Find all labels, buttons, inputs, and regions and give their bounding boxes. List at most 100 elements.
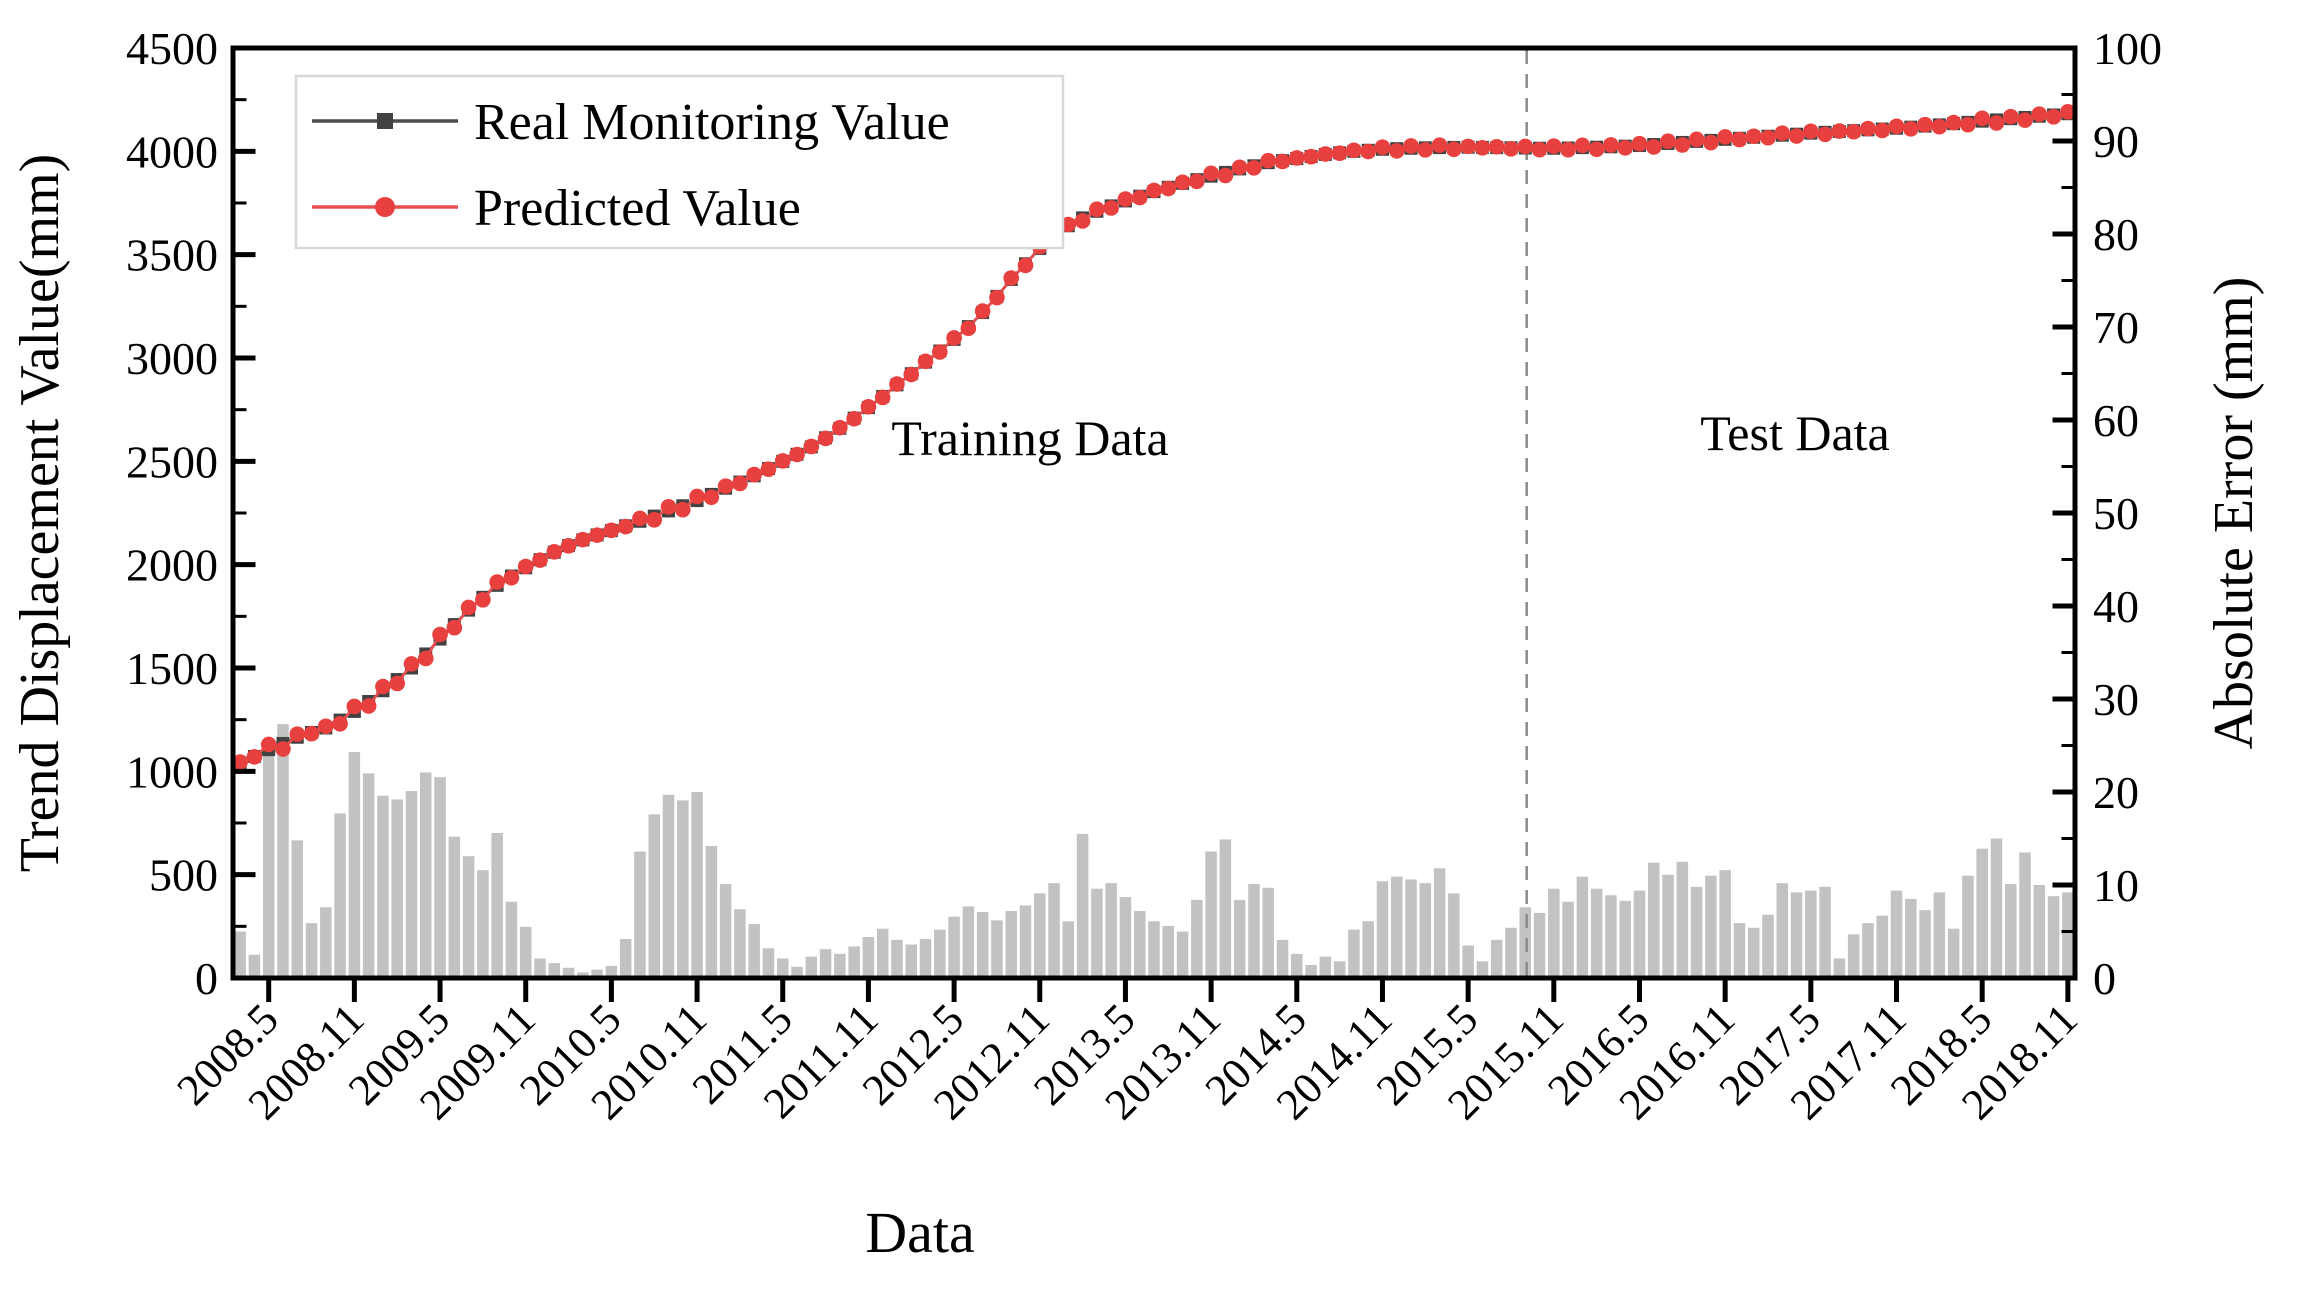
- error-bar: [462, 856, 475, 978]
- predicted-marker: [817, 430, 834, 447]
- legend-predicted-label: Predicted Value: [474, 180, 801, 237]
- error-bar: [377, 795, 389, 978]
- error-bar: [1333, 961, 1346, 978]
- error-bar: [562, 967, 575, 978]
- error-bar: [2019, 852, 2031, 978]
- y-right-tick-label: 90: [2093, 116, 2139, 167]
- test-data-label: Test Data: [1700, 405, 1889, 461]
- predicted-marker: [717, 478, 734, 494]
- predicted-marker: [1131, 189, 1148, 206]
- predicted-marker: [275, 741, 291, 757]
- error-bar: [934, 929, 946, 978]
- predicted-marker: [1117, 191, 1134, 207]
- error-bar: [1176, 931, 1189, 978]
- error-bar: [962, 906, 975, 978]
- error-bar: [1633, 890, 1646, 978]
- predicted-marker: [674, 501, 691, 518]
- predicted-marker: [1488, 138, 1505, 155]
- predicted-marker: [1560, 141, 1576, 158]
- predicted-marker: [1074, 213, 1091, 229]
- predicted-marker: [360, 698, 377, 714]
- error-bar: [634, 851, 646, 978]
- predicted-marker: [646, 512, 663, 528]
- predicted-marker: [432, 626, 448, 643]
- error-bar: [1947, 928, 1960, 978]
- y-right-tick-label: 50: [2093, 488, 2139, 539]
- error-bar: [1705, 875, 1717, 978]
- predicted-marker: [760, 461, 777, 477]
- error-bar: [1419, 883, 1432, 978]
- error-bar: [1433, 868, 1446, 978]
- error-bar: [2033, 885, 2046, 978]
- predicted-marker: [2002, 108, 2019, 125]
- error-bar: [577, 972, 589, 978]
- predicted-marker: [1945, 114, 1962, 131]
- y-left-tick-label: 1500: [126, 643, 218, 694]
- error-bar: [1847, 934, 1860, 978]
- error-bar: [1519, 907, 1532, 978]
- predicted-marker: [389, 675, 406, 692]
- predicted-marker: [932, 344, 948, 360]
- error-bar: [848, 946, 860, 978]
- predicted-marker: [1303, 148, 1319, 165]
- predicted-marker: [1788, 128, 1805, 144]
- error-bar: [1548, 888, 1560, 978]
- error-bar: [405, 791, 418, 978]
- error-bar: [605, 965, 618, 978]
- error-bar: [1462, 945, 1474, 978]
- y-left-tick-label: 3500: [126, 230, 218, 281]
- predicted-marker: [2031, 106, 2048, 122]
- error-bar: [1205, 851, 1217, 978]
- predicted-marker: [1331, 145, 1348, 161]
- error-bar: [834, 953, 846, 978]
- predicted-marker: [1474, 140, 1491, 156]
- predicted-marker: [603, 522, 620, 539]
- predicted-marker: [332, 716, 348, 732]
- error-bar: [1505, 927, 1517, 978]
- error-bar: [1291, 953, 1303, 978]
- error-bar: [1976, 848, 1988, 978]
- predicted-marker: [1888, 118, 1905, 135]
- error-bar: [705, 845, 718, 978]
- x-axis-title: Data: [865, 1200, 975, 1265]
- error-bar: [1533, 912, 1546, 978]
- predicted-marker: [546, 544, 563, 560]
- error-bar: [1762, 914, 1774, 978]
- predicted-marker: [1103, 200, 1119, 216]
- error-bar: [1133, 911, 1146, 978]
- error-bar: [348, 752, 361, 978]
- error-bar: [1876, 915, 1888, 978]
- predicted-marker: [303, 725, 320, 742]
- predicted-marker: [946, 330, 962, 346]
- legend: Real Monitoring Value Predicted Value: [294, 74, 1065, 250]
- predicted-marker: [960, 320, 977, 337]
- error-bar: [234, 931, 246, 978]
- predicted-marker: [1503, 141, 1519, 157]
- y-left-tick-label: 2000: [126, 540, 218, 591]
- error-bar: [1490, 939, 1503, 978]
- predicted-marker: [1060, 216, 1077, 233]
- predicted-marker: [832, 419, 848, 436]
- error-bar: [1562, 901, 1574, 978]
- error-bar: [477, 870, 489, 978]
- y-right-tick-label: 0: [2093, 953, 2116, 1004]
- error-bar: [1019, 905, 1032, 978]
- predicted-marker: [1017, 257, 1034, 274]
- error-bar: [277, 724, 289, 978]
- error-bar: [548, 963, 561, 978]
- y-right-tick-label: 30: [2093, 674, 2139, 725]
- error-bar: [677, 800, 689, 978]
- error-bar: [1162, 925, 1175, 978]
- error-bar: [448, 836, 461, 978]
- error-bar: [1605, 895, 1617, 978]
- error-bar: [976, 911, 989, 978]
- error-bar: [1319, 956, 1332, 978]
- y-right-tick-label: 60: [2093, 395, 2139, 446]
- error-bar: [291, 840, 304, 978]
- predicted-marker: [1860, 120, 1876, 137]
- predicted-marker: [1760, 129, 1776, 146]
- predicted-marker: [1288, 150, 1305, 166]
- error-bar: [662, 794, 675, 978]
- y-right-tick-label: 80: [2093, 209, 2139, 260]
- legend-box: [294, 74, 1065, 250]
